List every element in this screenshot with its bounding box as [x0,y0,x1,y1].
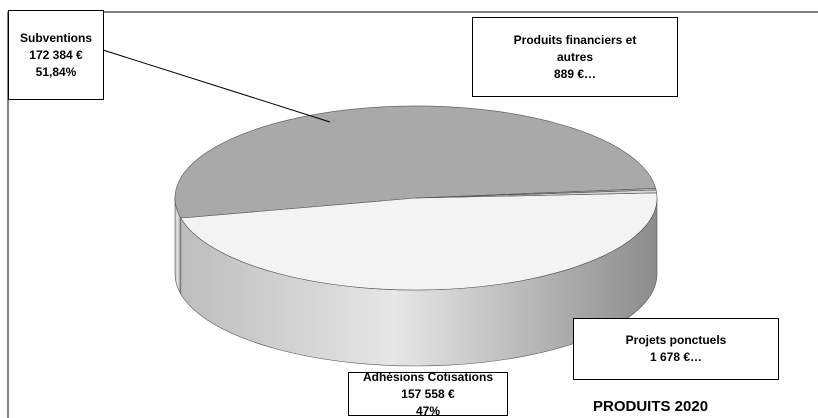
chart-title: PRODUITS 2020 [593,398,709,415]
label-line: Subventions [19,30,92,45]
leader-line [102,49,331,123]
label-line: Produits financiers et autres [513,32,637,64]
slice [415,188,657,199]
label-line: 889 €… [553,66,597,81]
label-line: 47% [415,403,441,418]
label-line: Adhésions Cotisations [362,369,493,384]
data-label: Produits financiers et autres 889 €… [472,17,678,97]
slice [180,192,658,291]
plot-border [7,11,818,418]
label-line: 1 678 €… [649,350,703,364]
label-line: 51,84% [35,64,77,79]
data-label: Adhésions Cotisations 157 558 € 47% [348,369,508,418]
label-line: Projets ponctuels [625,333,727,347]
label-line: 157 558 € [401,386,455,401]
slice [174,105,657,219]
data-label: Projets ponctuels 1 678 €… [573,318,779,380]
data-label: Subventions 172 384 € 51,84% [8,10,104,100]
label-line: 172 384 € [29,47,83,62]
